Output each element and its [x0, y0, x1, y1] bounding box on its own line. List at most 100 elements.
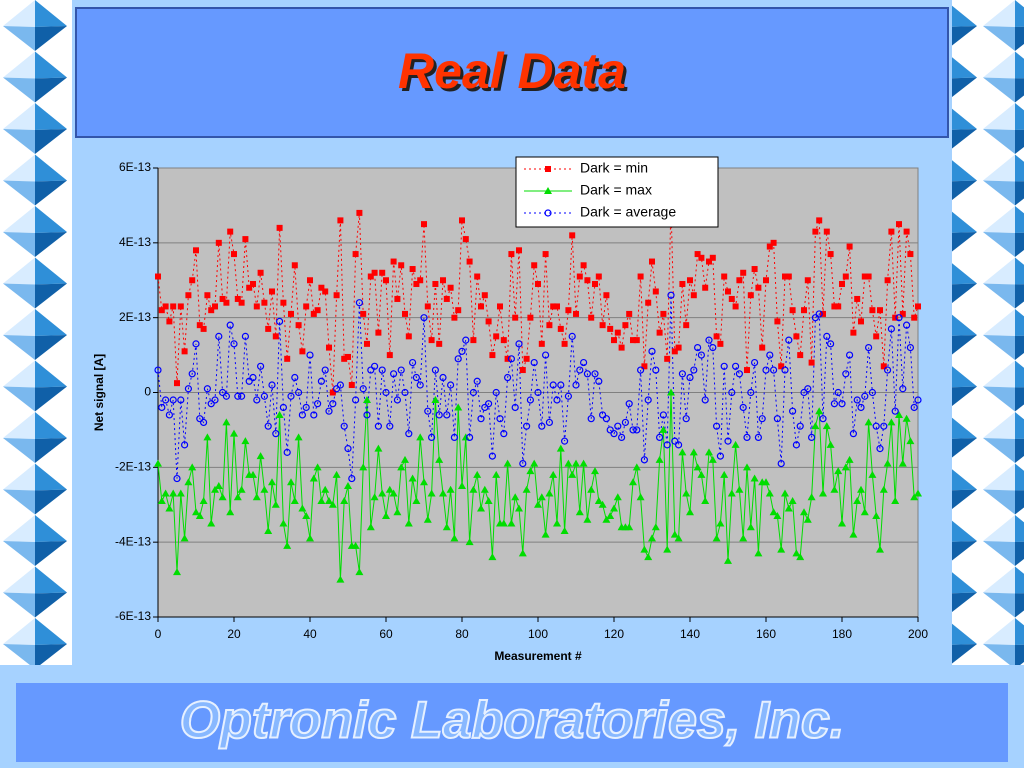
marker — [264, 422, 272, 430]
marker — [360, 310, 367, 317]
marker — [397, 463, 406, 471]
marker — [705, 448, 713, 456]
marker — [378, 489, 387, 497]
marker — [846, 243, 853, 250]
series-line — [157, 205, 919, 393]
marker — [345, 353, 351, 360]
marker — [697, 470, 706, 478]
marker — [769, 508, 778, 516]
marker — [754, 433, 763, 441]
marker — [271, 500, 280, 508]
marker — [465, 538, 474, 546]
marker — [568, 332, 576, 340]
marker — [162, 396, 170, 404]
marker — [364, 340, 370, 347]
marker — [322, 288, 329, 295]
marker — [705, 336, 713, 344]
marker — [583, 370, 592, 378]
marker — [629, 478, 637, 486]
marker — [744, 367, 750, 374]
marker — [355, 299, 363, 307]
marker — [526, 396, 535, 404]
marker — [302, 511, 311, 519]
marker — [644, 553, 653, 561]
marker — [820, 310, 826, 317]
marker — [184, 478, 193, 486]
marker — [587, 485, 596, 493]
marker — [503, 459, 512, 467]
marker — [636, 366, 645, 374]
marker — [222, 392, 230, 400]
marker — [265, 325, 272, 332]
marker — [432, 280, 439, 287]
marker — [359, 463, 368, 471]
marker — [731, 440, 740, 448]
marker — [864, 344, 873, 352]
y-tick-label: 4E-13 — [119, 235, 151, 249]
marker — [880, 422, 888, 430]
marker — [858, 318, 864, 325]
marker — [412, 497, 421, 505]
marker — [849, 430, 858, 438]
marker — [283, 448, 291, 456]
marker — [826, 440, 835, 448]
marker — [507, 355, 515, 363]
x-tick-label: 140 — [680, 627, 700, 641]
marker — [515, 504, 523, 512]
x-tick-label: 80 — [455, 627, 469, 641]
marker — [564, 392, 573, 400]
marker — [686, 373, 694, 382]
marker — [192, 340, 200, 348]
marker — [203, 433, 212, 441]
marker — [431, 366, 439, 374]
marker — [355, 568, 364, 576]
marker — [412, 373, 420, 382]
marker — [371, 362, 379, 370]
marker — [253, 303, 260, 310]
marker — [796, 422, 804, 430]
marker — [442, 523, 451, 531]
marker — [613, 493, 622, 501]
marker — [842, 273, 849, 280]
marker — [272, 333, 279, 340]
marker — [675, 344, 682, 351]
marker — [379, 269, 386, 276]
marker — [336, 575, 345, 583]
marker — [318, 284, 325, 291]
marker — [914, 489, 922, 497]
marker — [784, 504, 793, 512]
marker — [295, 388, 303, 397]
marker — [861, 392, 869, 400]
marker — [439, 489, 447, 497]
marker — [659, 411, 668, 419]
marker — [793, 333, 800, 340]
marker — [636, 493, 645, 501]
marker — [481, 403, 489, 412]
marker — [480, 485, 489, 493]
marker — [188, 370, 196, 378]
marker — [899, 385, 907, 393]
marker — [222, 418, 231, 426]
marker — [819, 489, 827, 497]
marker — [420, 478, 428, 486]
marker — [557, 325, 564, 332]
marker — [409, 358, 417, 367]
marker — [303, 303, 310, 310]
marker — [545, 489, 554, 497]
marker — [538, 340, 545, 347]
marker — [902, 414, 911, 422]
marker — [348, 382, 355, 389]
marker — [800, 508, 808, 516]
marker — [280, 299, 287, 306]
marker — [702, 284, 709, 291]
marker — [812, 228, 819, 235]
marker — [241, 437, 250, 445]
marker — [233, 493, 242, 501]
marker — [165, 411, 173, 419]
marker — [527, 314, 534, 321]
marker — [374, 444, 383, 452]
marker — [215, 332, 223, 340]
marker — [393, 508, 402, 516]
marker — [317, 497, 326, 505]
marker — [226, 508, 235, 516]
